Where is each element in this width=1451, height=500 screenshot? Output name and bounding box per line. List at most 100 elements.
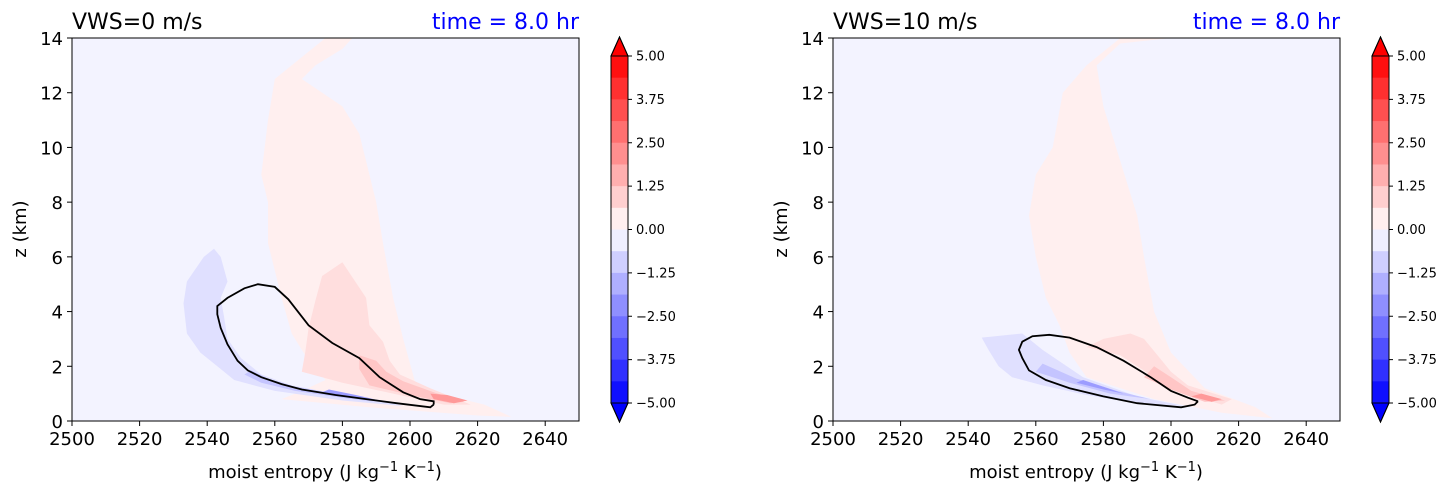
- plot-frame: [71, 37, 580, 422]
- plot-frame: [832, 37, 1341, 422]
- colorbar-band: [1372, 121, 1389, 144]
- x-tick-label: 2600: [1148, 429, 1194, 450]
- x-axis-ticks: 2500 2520 2540 2560 2580 2600 2620 2640: [810, 421, 1329, 450]
- colorbar-band: [1372, 56, 1389, 79]
- colorbar-extend-min: [610, 402, 629, 424]
- colorbar-band: [1372, 207, 1389, 231]
- colorbar-ticks: 5.00 3.75 2.50 1.25 0.00 −1.25 −2.50 −3.75 −5.00: [1389, 50, 1437, 412]
- negative-region-3: [1076, 380, 1124, 394]
- x-axis-label: moist entropy (J kg−1 K−1): [969, 460, 1203, 483]
- colorbar-band: [611, 77, 628, 100]
- panel-title: VWS=10 m/s: [833, 10, 978, 35]
- colorbar-extend-min: [1371, 402, 1390, 424]
- colorbar-left: 5.00 3.75 2.50 1.25 0.00 −1.25 −2.50 −3.75 −5.00: [610, 35, 676, 424]
- y-tick-label: 14: [40, 29, 63, 50]
- contour-line: [1017, 333, 1199, 409]
- colorbar-band: [611, 229, 628, 252]
- x-tick-label: 2620: [455, 429, 501, 450]
- x-tick-label: 2540: [184, 429, 230, 450]
- colorbar-band: [611, 359, 628, 382]
- colorbar-tick-label: 5.00: [636, 50, 665, 65]
- x-tick-label: 2620: [1216, 429, 1262, 450]
- colorbar-band: [611, 142, 628, 166]
- colorbar-band: [1372, 316, 1389, 339]
- time-label: time = 8.0 hr: [432, 10, 580, 35]
- panel-title: VWS=0 m/s: [72, 10, 203, 35]
- x-tick-label: 2560: [252, 429, 298, 450]
- colorbar-tick-label: 3.75: [1397, 93, 1426, 108]
- colorbar-band: [1372, 99, 1389, 122]
- y-tick-label: 0: [813, 412, 824, 433]
- y-tick-label: 6: [52, 248, 63, 269]
- colorbar-right: 5.00 3.75 2.50 1.25 0.00 −1.25 −2.50 −3.75 −5.00: [1371, 35, 1437, 424]
- y-tick-label: 8: [813, 193, 824, 214]
- colorbar-tick-label: 3.75: [636, 93, 665, 108]
- x-axis-ticks: 2500 2520 2540 2560 2580 2600 2620 2640: [49, 421, 568, 450]
- y-tick-label: 10: [801, 138, 824, 159]
- colorbar-tick-label: −5.00: [1397, 397, 1437, 412]
- positive-region-4: [1191, 393, 1222, 402]
- x-axis-label: moist entropy (J kg−1 K−1): [208, 460, 442, 483]
- y-tick-label: 2: [813, 357, 824, 378]
- contour-line: [216, 283, 435, 409]
- y-axis-label: z (km): [771, 200, 792, 257]
- y-tick-label: 4: [813, 303, 824, 324]
- colorbar-extend-max: [610, 35, 629, 57]
- negative-region-1: [981, 333, 1185, 406]
- y-axis-label: z (km): [10, 200, 31, 257]
- x-tick-label: 2600: [387, 429, 433, 450]
- colorbar-tick-label: 1.25: [636, 180, 665, 195]
- colorbar-band: [1372, 381, 1389, 404]
- colorbar-tick-label: −5.00: [636, 397, 676, 412]
- y-tick-label: 0: [52, 412, 63, 433]
- time-label: time = 8.0 hr: [1193, 10, 1341, 35]
- y-tick-label: 12: [801, 84, 824, 105]
- colorbar-band: [611, 186, 628, 209]
- colorbar-band: [611, 272, 628, 296]
- negative-region-2: [244, 370, 377, 402]
- colorbar-bands: [1371, 35, 1390, 424]
- colorbar-band: [611, 121, 628, 144]
- y-tick-label: 6: [813, 248, 824, 269]
- x-tick-label: 2520: [878, 429, 924, 450]
- y-tick-label: 10: [40, 138, 63, 159]
- x-tick-label: 2640: [522, 429, 568, 450]
- colorbar-tick-label: −3.75: [1397, 353, 1437, 368]
- colorbar-band: [611, 381, 628, 404]
- positive-region-1: [1029, 38, 1273, 419]
- colorbar-tick-label: 2.50: [1397, 136, 1426, 151]
- contour-fills: [981, 38, 1273, 419]
- negative-region-3: [322, 389, 380, 401]
- x-tick-label: 2500: [49, 429, 95, 450]
- y-axis-ticks: 0 2 4 6 8 10 12 14: [801, 29, 833, 433]
- colorbar-tick-label: 0.00: [1397, 223, 1426, 238]
- panel-left: 2500 2520 2540 2560 2580 2600 2620 2640 0 2 4 6 8 10…: [10, 10, 580, 483]
- positive-region-2: [1086, 333, 1232, 405]
- colorbar-band: [1372, 294, 1389, 317]
- colorbar-tick-label: −1.25: [636, 266, 676, 281]
- colorbar-band: [611, 251, 628, 274]
- colorbar-band: [611, 294, 628, 317]
- colorbar-band: [611, 56, 628, 79]
- colorbar-band: [1372, 164, 1389, 187]
- colorbar-extend-max: [1371, 35, 1390, 57]
- colorbar-band: [1372, 359, 1389, 382]
- panel-right: 2500 2520 2540 2560 2580 2600 2620 2640 0 2 4 6 8 10…: [771, 10, 1341, 483]
- y-tick-label: 8: [52, 193, 63, 214]
- colorbar-tick-label: −1.25: [1397, 266, 1437, 281]
- contour-fills: [183, 38, 512, 417]
- colorbar-band: [611, 316, 628, 339]
- x-tick-label: 2560: [1013, 429, 1059, 450]
- y-tick-label: 2: [52, 357, 63, 378]
- positive-region-3: [1144, 366, 1226, 402]
- x-tick-label: 2580: [1080, 429, 1126, 450]
- colorbar-band: [1372, 337, 1389, 361]
- y-axis-ticks: 0 2 4 6 8 10 12 14: [40, 29, 72, 433]
- colorbar-tick-label: −2.50: [1397, 310, 1437, 325]
- colorbar-band: [611, 164, 628, 187]
- x-tick-label: 2580: [319, 429, 365, 450]
- colorbar-band: [1372, 272, 1389, 296]
- colorbar-ticks: 5.00 3.75 2.50 1.25 0.00 −1.25 −2.50 −3.75 −5.00: [628, 50, 676, 412]
- y-tick-label: 14: [801, 29, 824, 50]
